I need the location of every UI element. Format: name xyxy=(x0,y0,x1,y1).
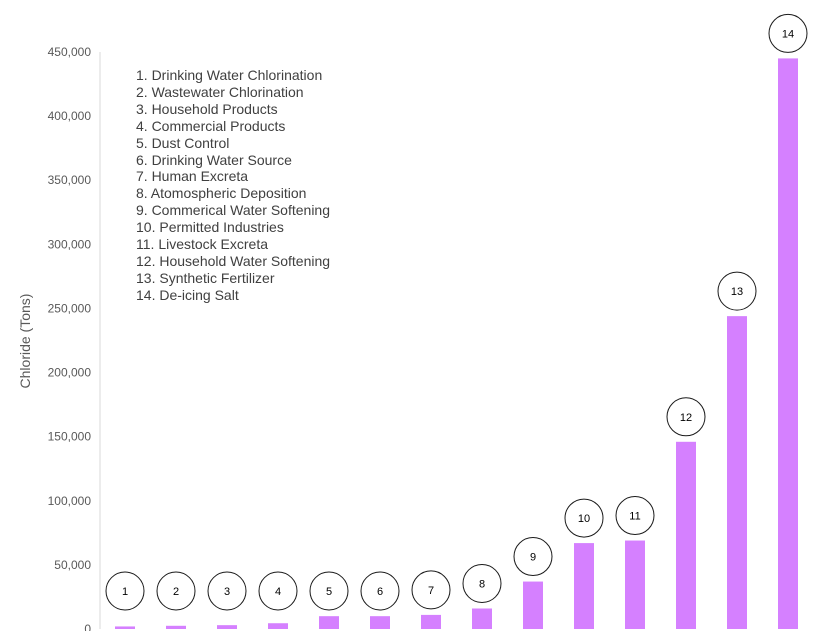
marker-circle xyxy=(360,571,400,611)
bar-number-marker: 7 xyxy=(411,570,451,610)
y-tick-label: 50,000 xyxy=(54,558,91,572)
bar-number-marker: 13 xyxy=(717,271,757,311)
marker-label: 14 xyxy=(782,28,794,40)
key-item-2: 2. Wastewater Chlorination xyxy=(136,83,304,100)
y-tick-label: 100,000 xyxy=(48,494,92,508)
key-item-14: 14. De-icing Salt xyxy=(136,286,239,303)
key-item-5: 5. Dust Control xyxy=(136,134,230,151)
y-tick-label: 350,000 xyxy=(48,173,92,187)
key-item-11: 11. Livestock Excreta xyxy=(136,236,269,253)
bar xyxy=(370,616,390,629)
key-item-6: 6. Drinking Water Source xyxy=(136,151,292,168)
y-tick-label: 450,000 xyxy=(48,45,92,59)
key-item-7: 7. Human Excreta xyxy=(136,168,249,185)
bar xyxy=(574,543,594,629)
marker-circle xyxy=(666,397,706,437)
marker-label: 6 xyxy=(377,586,383,598)
y-tick-label: 150,000 xyxy=(48,430,92,444)
key-item-1: 1. Drinking Water Chlorination xyxy=(136,67,323,83)
marker-label: 11 xyxy=(629,511,640,523)
marker-label: 2 xyxy=(173,586,179,598)
bar xyxy=(727,316,747,629)
marker-circle xyxy=(207,571,247,611)
key-item-9: 9. Commerical Water Softening xyxy=(136,202,330,219)
y-tick-label: 200,000 xyxy=(48,366,92,380)
bar-number-marker: 4 xyxy=(258,571,298,611)
bar xyxy=(676,441,696,629)
marker-label: 12 xyxy=(680,412,692,424)
marker-circle xyxy=(309,571,349,611)
bar xyxy=(115,626,135,629)
marker-circle xyxy=(105,571,145,611)
bar xyxy=(625,540,645,629)
bar-number-marker: 14 xyxy=(768,13,808,53)
marker-label: 4 xyxy=(275,586,281,598)
key-item-8: 8. Atomospheric Deposition xyxy=(136,185,307,202)
marker-label: 8 xyxy=(479,578,485,590)
bar xyxy=(778,58,798,629)
bar xyxy=(523,581,543,629)
key-item-12: 12. Household Water Softening xyxy=(136,252,331,269)
marker-circle xyxy=(513,537,553,577)
y-axis-label: Chloride (Tons) xyxy=(17,294,33,389)
marker-label: 3 xyxy=(224,586,230,598)
key-item-10: 10. Permitted Industries xyxy=(136,219,284,236)
marker-label: 1 xyxy=(122,586,128,598)
key-item-13: 13. Synthetic Fertilizer xyxy=(136,269,275,286)
bar xyxy=(268,623,288,629)
key-item-3: 3. Household Products xyxy=(136,100,278,117)
bar-number-marker: 5 xyxy=(309,571,349,611)
y-tick-label: 300,000 xyxy=(48,237,92,251)
marker-circle xyxy=(258,571,298,611)
marker-label: 5 xyxy=(326,586,332,598)
y-tick-label: 250,000 xyxy=(48,301,92,315)
bar xyxy=(472,608,492,629)
marker-circle xyxy=(717,271,757,311)
bar-number-marker: 6 xyxy=(360,571,400,611)
marker-label: 9 xyxy=(530,552,536,564)
y-tick-label: 400,000 xyxy=(48,109,92,123)
bar-number-marker: 12 xyxy=(666,397,706,437)
bar-number-marker: 10 xyxy=(564,498,604,538)
category-key: 1. Drinking Water Chlorination 2. Wastew… xyxy=(136,67,330,304)
marker-circle xyxy=(564,498,604,538)
marker-circle xyxy=(156,571,196,611)
y-tick-label: 0 xyxy=(84,622,91,631)
bar-number-marker: 1 xyxy=(105,571,145,611)
marker-label: 7 xyxy=(428,585,434,597)
marker-circle xyxy=(462,563,502,603)
bar-number-marker: 9 xyxy=(513,537,553,577)
key-item-4: 4. Commercial Products xyxy=(136,117,286,134)
bar xyxy=(166,625,186,629)
marker-circle xyxy=(411,570,451,610)
bar-number-marker: 3 xyxy=(207,571,247,611)
bar-number-marker: 11 xyxy=(615,496,655,536)
bar-number-marker: 2 xyxy=(156,571,196,611)
marker-label: 10 xyxy=(578,513,590,525)
marker-circle xyxy=(615,496,655,536)
bar xyxy=(421,614,441,629)
bar-number-marker: 8 xyxy=(462,563,502,603)
marker-label: 13 xyxy=(731,286,743,298)
bar xyxy=(217,625,237,629)
bar xyxy=(319,616,339,629)
marker-circle xyxy=(768,13,808,53)
